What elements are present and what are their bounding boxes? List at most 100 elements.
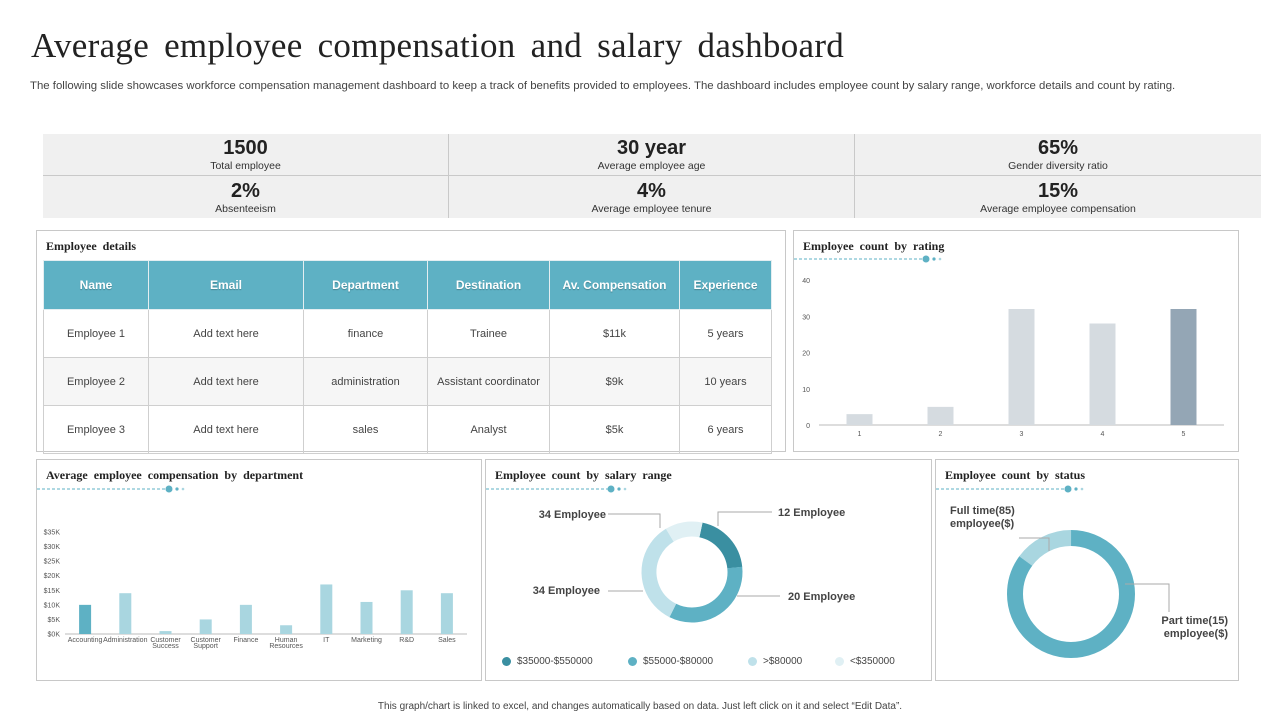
- rating-bar-chart: 0 10 20 30 40 1 2 3 4 5: [802, 278, 1224, 438]
- x-tick-label: Human Resources: [269, 637, 303, 650]
- legend-label: <$350000: [850, 656, 895, 667]
- legend-item: $55000-$80000: [628, 656, 713, 667]
- kpi-compensation: 15% Average employee compensation: [855, 176, 1261, 218]
- cell-destination: Assistant coordinator: [427, 357, 550, 406]
- legend-swatch: [835, 657, 844, 666]
- kpi-gender-diversity: 65% Gender diversity ratio: [855, 134, 1261, 176]
- bar: [1089, 323, 1116, 425]
- bar: [440, 593, 453, 634]
- cell-compensation: $11k: [549, 309, 680, 358]
- y-tick-label: $10K: [44, 602, 61, 609]
- kpi-value: 2%: [231, 179, 260, 202]
- bar: [199, 619, 212, 634]
- cell-compensation: $9k: [549, 357, 680, 406]
- bar: [320, 584, 333, 634]
- legend-swatch: [748, 657, 757, 666]
- callout-line: [1125, 583, 1170, 612]
- x-tick-label: 4: [1101, 431, 1105, 438]
- table-row: Employee 1 Add text here finance Trainee…: [43, 309, 772, 358]
- table-header-row: Name Email Department Destination Av. Co…: [43, 260, 772, 310]
- salary-range-panel: Employee count by salary range 20 Employ…: [485, 459, 932, 681]
- column-header: Experience: [679, 260, 772, 310]
- kpi-grid: 1500 Total employee 30 year Average empl…: [43, 134, 1261, 218]
- cell-experience: 10 years: [679, 357, 772, 406]
- callout-line: [608, 513, 661, 528]
- kpi-label: Average employee age: [597, 160, 706, 172]
- callout-label: 12 Employee: [778, 507, 845, 519]
- donut-slice: [641, 521, 743, 623]
- employee-details-panel: Employee details Name Email Department D…: [36, 230, 786, 454]
- cell-department: administration: [303, 357, 428, 406]
- x-tick-label: 3: [1020, 431, 1024, 438]
- x-tick-label: 5: [1182, 431, 1186, 438]
- callout-label: 34 Employee: [533, 585, 600, 597]
- y-tick-label: $0K: [48, 632, 61, 639]
- column-header: Department: [303, 260, 428, 310]
- y-tick-label: 40: [802, 278, 810, 285]
- x-tick-label: Accounting: [68, 637, 103, 644]
- bar: [119, 593, 132, 634]
- y-tick-label: $20K: [44, 573, 61, 580]
- panel-title: Average employee compensation by departm…: [46, 468, 304, 482]
- x-tick-label: IT: [323, 637, 330, 644]
- bar: [400, 590, 413, 634]
- department-panel: Average employee compensation by departm…: [36, 459, 482, 681]
- callout-line: [717, 511, 772, 526]
- kpi-label: Total employee: [210, 160, 281, 172]
- bar: [280, 625, 293, 634]
- legend-item: $35000-$550000: [502, 656, 593, 667]
- title-underline-decoration: [936, 485, 1084, 493]
- kpi-label: Gender diversity ratio: [1008, 160, 1108, 172]
- cell-destination: Analyst: [427, 405, 550, 454]
- cell-email: Add text here: [148, 309, 304, 358]
- x-tick-label: Administration: [103, 637, 147, 644]
- title-underline-decoration: [486, 485, 627, 493]
- callout-label: 34 Employee: [539, 509, 606, 521]
- legend-item: <$350000: [835, 656, 895, 667]
- y-tick-label: $30K: [44, 544, 61, 551]
- callout-label: Part time(15) employee($): [1161, 615, 1228, 640]
- bar: [360, 601, 373, 634]
- kpi-value: 15%: [1037, 179, 1079, 202]
- y-tick-label: $25K: [44, 559, 61, 566]
- column-header: Destination: [427, 260, 550, 310]
- x-tick-label: Customer Success: [150, 637, 181, 650]
- legend-swatch: [502, 657, 511, 666]
- page-title: Average employee compensation and salary…: [31, 26, 845, 65]
- y-tick-label: $15K: [44, 588, 61, 595]
- cell-department: sales: [303, 405, 428, 454]
- employee-table: Name Email Department Destination Av. Co…: [43, 260, 772, 454]
- page-subtitle: The following slide showcases workforce …: [30, 80, 1176, 92]
- y-tick-label: 20: [802, 351, 810, 358]
- legend-label: $55000-$80000: [643, 656, 714, 667]
- bar: [927, 406, 954, 425]
- column-header: Email: [148, 260, 304, 310]
- table-row: Employee 2 Add text here administration …: [43, 357, 772, 406]
- callout-label: 20 Employee: [788, 591, 855, 603]
- donut-slice: [641, 521, 743, 623]
- kpi-label: Average employee tenure: [591, 202, 712, 215]
- y-tick-label: 10: [802, 387, 810, 394]
- cell-destination: Trainee: [427, 309, 550, 358]
- legend-swatch: [628, 657, 637, 666]
- x-tick-label: 1: [858, 431, 862, 438]
- y-tick-label: $35K: [44, 530, 61, 537]
- kpi-label: Average employee compensation: [980, 202, 1136, 215]
- cell-email: Add text here: [148, 357, 304, 406]
- footer-note: This graph/chart is linked to excel, and…: [377, 701, 903, 712]
- kpi-value: 4%: [637, 179, 666, 202]
- cell-email: Add text here: [148, 405, 304, 454]
- cell-compensation: $5k: [549, 405, 680, 454]
- status-donut-chart: Full time(85) employee($) Part time(15) emp…: [950, 505, 1228, 658]
- kpi-average-age: 30 year Average employee age: [449, 134, 855, 176]
- legend-label: $35000-$550000: [517, 656, 593, 667]
- bar: [79, 604, 92, 634]
- status-panel: Employee count by status Full time(85) em…: [935, 459, 1239, 681]
- kpi-value: 65%: [1037, 137, 1079, 159]
- column-header: Av. Compensation: [549, 260, 680, 310]
- cell-name: Employee 1: [43, 309, 149, 358]
- bar: [1170, 309, 1197, 425]
- cell-name: Employee 2: [43, 357, 149, 406]
- bar: [846, 414, 873, 425]
- cell-experience: 5 years: [679, 309, 772, 358]
